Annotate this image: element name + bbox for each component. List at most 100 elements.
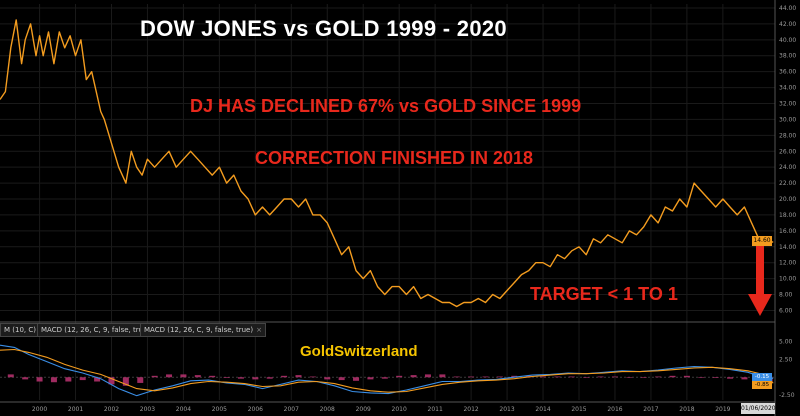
y-tick-label: 36.00: [779, 69, 796, 76]
histogram-bar: [281, 375, 288, 378]
annotation-correction: CORRECTION FINISHED IN 2018: [255, 148, 534, 168]
histogram-bar: [266, 377, 273, 379]
signal-value-tag: -0.85: [752, 381, 772, 389]
macd-value-tag: -0.15: [752, 373, 772, 381]
x-tick-label: 2009: [356, 406, 371, 413]
target-arrow: [748, 244, 772, 316]
x-tick-label: 2003: [140, 406, 155, 413]
x-tick-label: 2012: [463, 406, 478, 413]
histogram-bar: [410, 375, 417, 378]
main-grid: [0, 4, 775, 400]
histogram-bar: [324, 377, 331, 380]
histogram-bar: [655, 376, 662, 378]
chart-title: DOW JONES vs GOLD 1999 - 2020: [140, 16, 507, 41]
histogram-bar: [626, 377, 633, 378]
histogram-bar: [453, 376, 460, 378]
histogram-bar: [237, 377, 244, 379]
y-axis-labels: 6.00 8.00 10.00 12.00 14.00 16.00 18.00 20.00 22…: [779, 5, 796, 314]
y-tick-label: 40.00: [779, 37, 796, 44]
histogram-bar: [698, 377, 705, 378]
histogram-bar: [338, 377, 345, 381]
indicator-tab-label: MACD (12, 26, C, 9, false, true): [144, 326, 254, 334]
histogram-bar: [151, 375, 158, 378]
close-icon[interactable]: ×: [256, 326, 262, 334]
target-arrow-shaft: [756, 244, 764, 296]
last-value-tag: 14.60: [752, 236, 772, 246]
histogram-bar: [511, 375, 518, 378]
indicator-tab-label: MACD (12, 26, C, 9, false, true): [41, 326, 151, 334]
y-tick-label: 44.00: [779, 5, 796, 12]
histogram-bar: [597, 376, 604, 378]
histogram-bar: [468, 376, 475, 378]
y-tick-label: 24.00: [779, 164, 796, 171]
brand-label: GoldSwitzerland: [300, 343, 418, 360]
macd-lines: [0, 344, 774, 397]
annotation-decline: DJ HAS DECLINED 67% vs GOLD SINCE 1999: [190, 96, 582, 116]
y-tick-label: 8.00: [779, 292, 793, 299]
histogram-bar: [252, 377, 259, 380]
histogram-bar: [122, 377, 129, 386]
histogram-bar: [166, 374, 173, 378]
x-tick-label: 2007: [284, 406, 299, 413]
histogram-bar: [683, 375, 690, 378]
histogram-bar: [381, 377, 388, 379]
histogram-bar: [482, 376, 489, 378]
x-tick-label: 2000: [32, 406, 47, 413]
macd-axis-labels: 5.00 2.50 -2.50: [779, 339, 795, 399]
histogram-bar: [180, 374, 187, 378]
macd-tick-label: 2.50: [779, 356, 793, 363]
histogram-bar: [353, 377, 360, 381]
x-tick-label: 2015: [571, 406, 586, 413]
indicator-tab-macd-2[interactable]: MACD (12, 26, C, 9, false, true) ×: [140, 323, 266, 337]
indicator-tab-label: M (10, C): [4, 326, 36, 334]
y-tick-label: 10.00: [779, 276, 796, 283]
histogram-bar: [396, 375, 403, 378]
y-tick-label: 12.00: [779, 260, 796, 267]
histogram-bar: [309, 376, 316, 378]
histogram-bar: [611, 376, 618, 378]
macd-tick-label: -2.50: [779, 392, 795, 399]
histogram-bar: [439, 374, 446, 378]
y-tick-label: 22.00: [779, 180, 796, 187]
histogram-bar: [727, 377, 734, 379]
current-date-tag: 01/06/2020: [741, 403, 776, 414]
histogram-bar: [79, 377, 86, 381]
histogram-bar: [669, 375, 676, 378]
price-line: [0, 19, 774, 308]
histogram-bar: [496, 376, 503, 378]
x-tick-label: 2006: [248, 406, 263, 413]
x-tick-label: 2005: [212, 406, 227, 413]
macd-tick-label: 5.00: [779, 339, 793, 346]
histogram-bar: [741, 377, 748, 380]
histogram-bar: [108, 377, 115, 385]
y-tick-label: 38.00: [779, 53, 796, 60]
x-tick-label: 2013: [499, 406, 514, 413]
histogram-bar: [712, 377, 719, 378]
histogram-bar: [94, 377, 101, 382]
x-tick-label: 2017: [643, 406, 658, 413]
histogram-bar: [367, 377, 374, 380]
histogram-bar: [295, 375, 302, 378]
histogram-bar: [583, 377, 590, 378]
x-tick-label: 2018: [679, 406, 694, 413]
y-tick-label: 6.00: [779, 307, 793, 314]
histogram-bar: [640, 377, 647, 378]
y-tick-label: 14.00: [779, 244, 796, 251]
y-tick-label: 34.00: [779, 85, 796, 92]
histogram-bar: [22, 377, 29, 380]
histogram-bar: [7, 374, 14, 378]
y-tick-label: 28.00: [779, 132, 796, 139]
y-tick-label: 20.00: [779, 196, 796, 203]
histogram-bar: [36, 377, 43, 382]
histogram-bar: [50, 377, 57, 383]
y-tick-label: 32.00: [779, 100, 796, 107]
target-arrow-head: [748, 294, 772, 316]
histogram-bar: [424, 374, 431, 378]
y-tick-label: 26.00: [779, 148, 796, 155]
x-tick-label: 2014: [535, 406, 550, 413]
x-tick-label: 2001: [68, 406, 83, 413]
x-tick-label: 2019: [715, 406, 730, 413]
histogram-bar: [194, 375, 201, 378]
y-tick-label: 30.00: [779, 116, 796, 123]
